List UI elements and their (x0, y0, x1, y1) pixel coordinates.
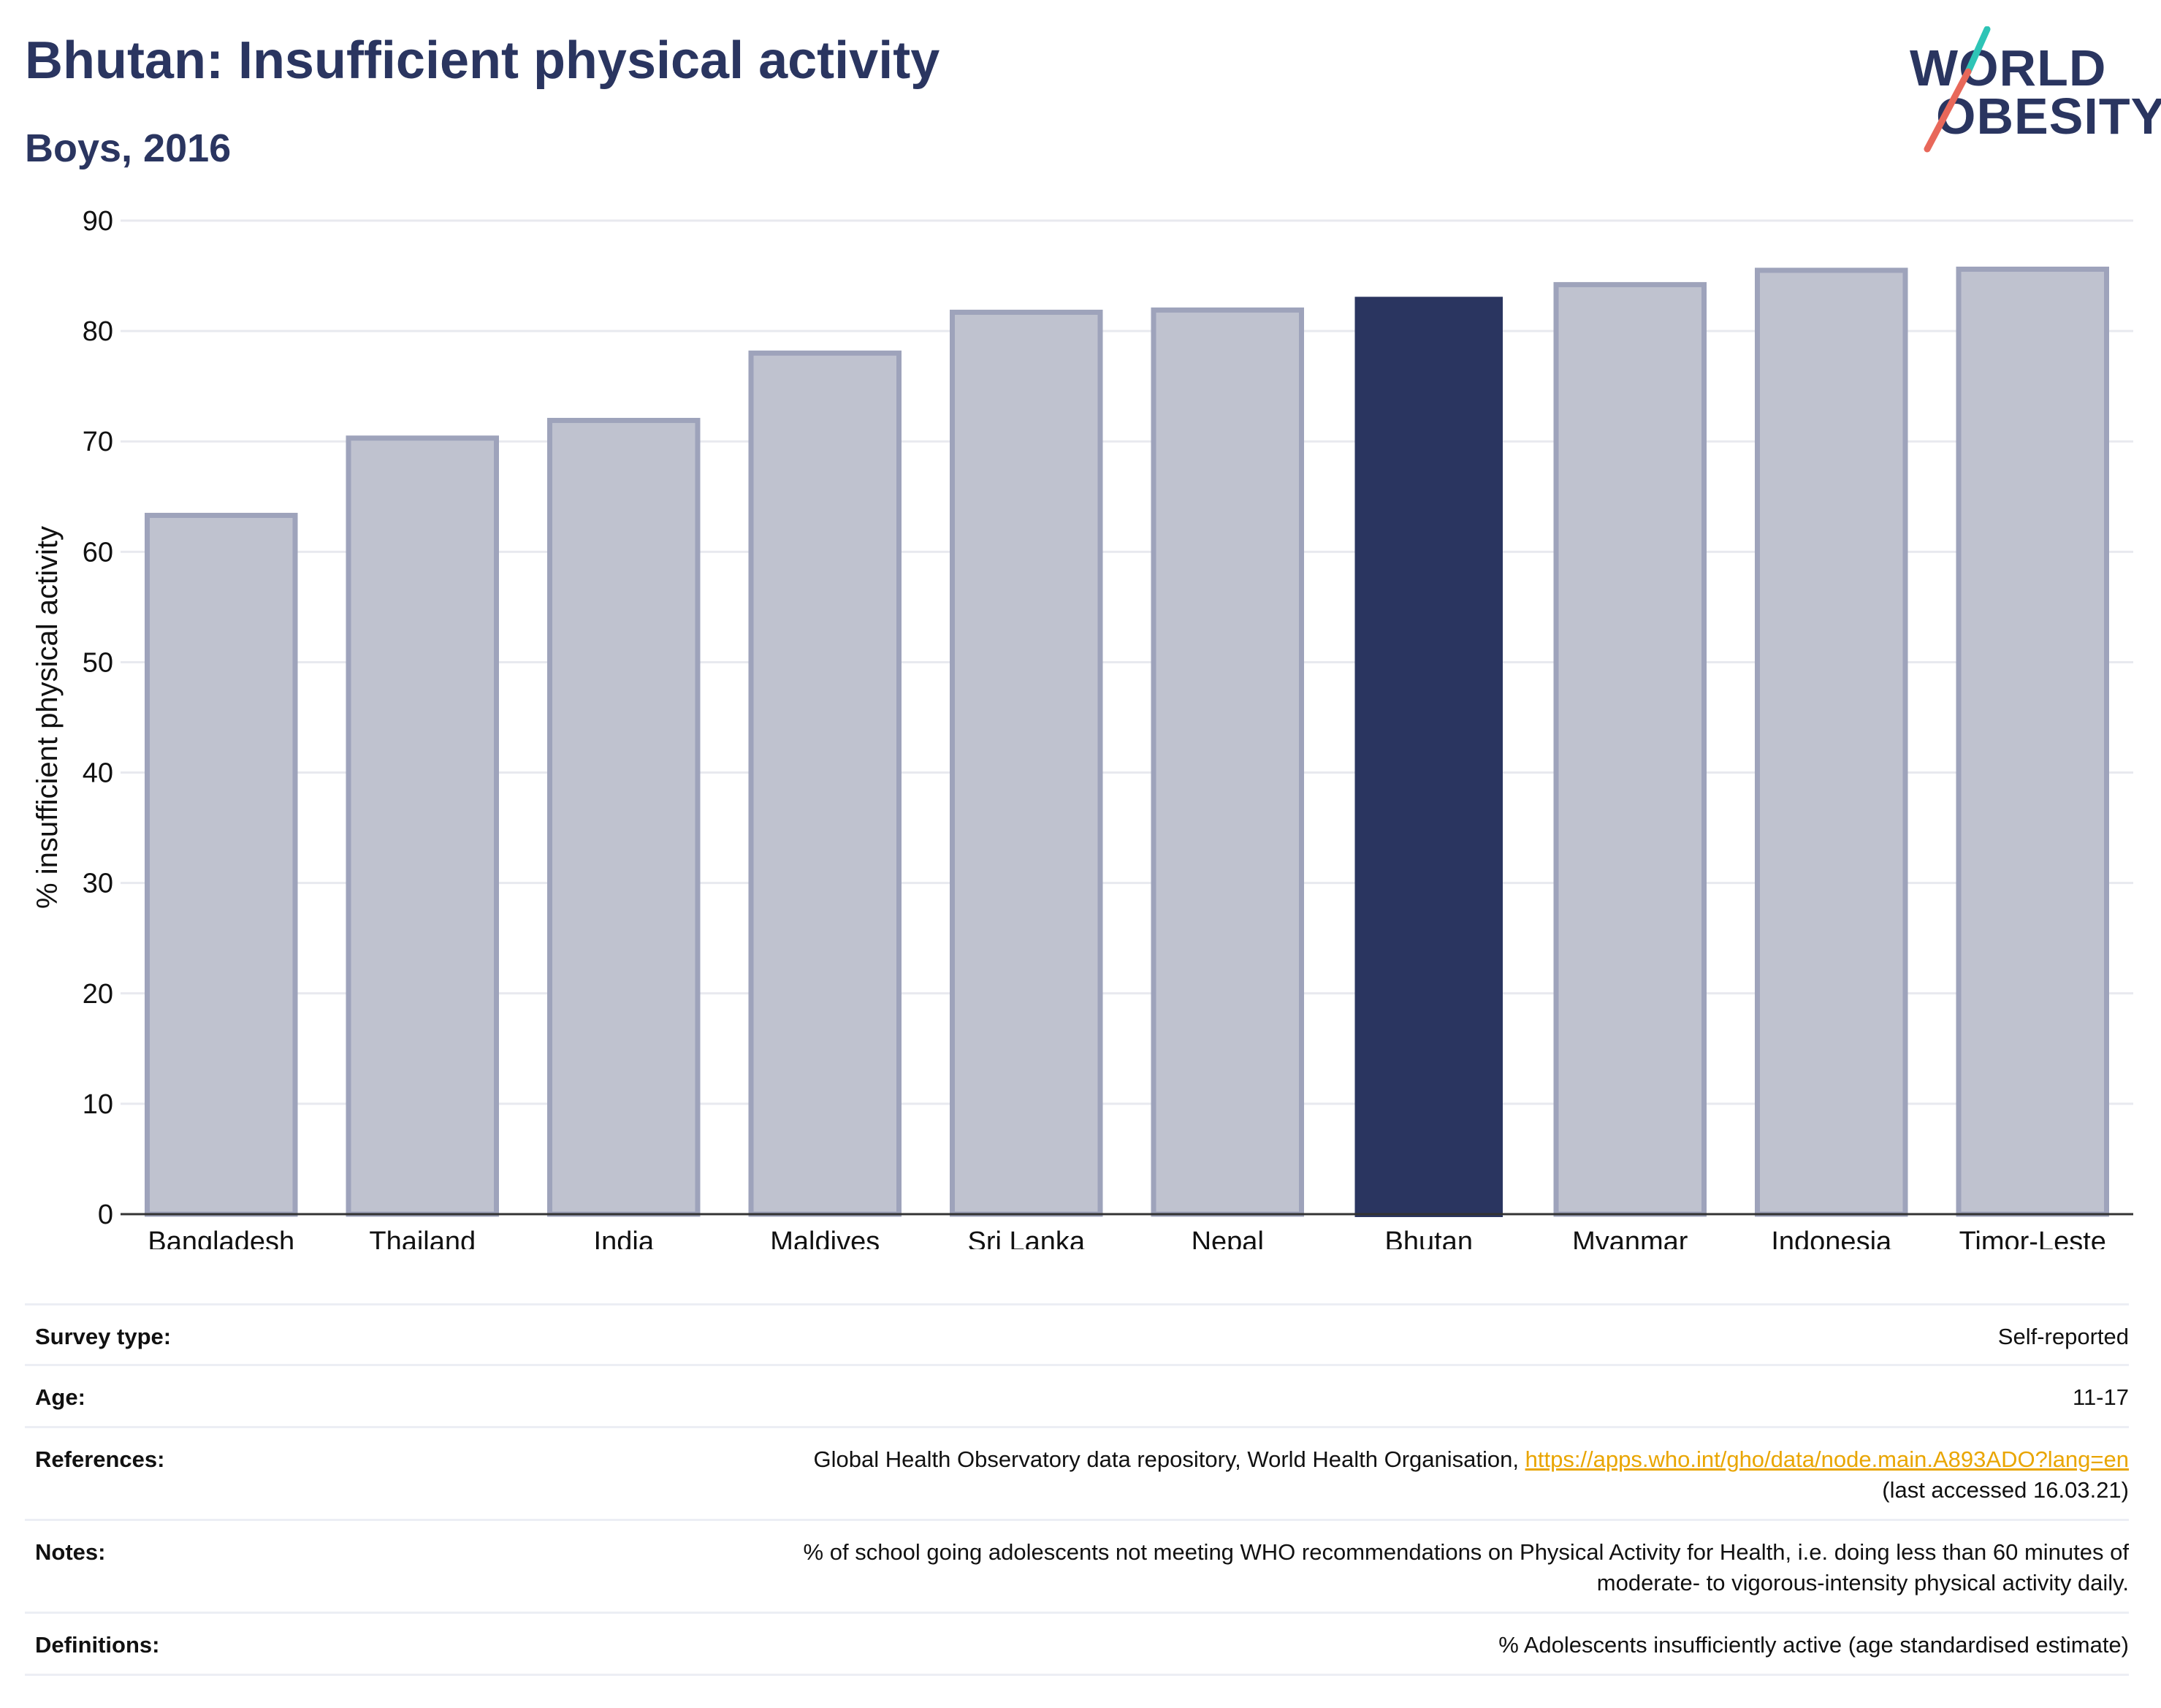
info-row-survey-type: Survey type: Self-reported (25, 1303, 2129, 1365)
y-tick-label-0: 0 (98, 1200, 113, 1230)
x-tick-label-sri-lanka: Sri Lanka (967, 1227, 1085, 1249)
page-title: Bhutan: Insufficient physical activity (25, 31, 940, 90)
logo-slash-icon (1924, 26, 1991, 153)
info-row-notes: Notes: % of school going adolescents not… (25, 1519, 2129, 1613)
x-tick-label-maldives: Maldives (770, 1227, 880, 1249)
bar-bangladesh (145, 512, 298, 1217)
x-tick-label-bangladesh: Bangladesh (148, 1227, 294, 1249)
y-tick-label-60: 60 (83, 537, 113, 568)
survey-type-value: Self-reported (473, 1303, 2129, 1365)
info-row-references: References: Global Health Observatory da… (25, 1426, 2129, 1520)
page-subtitle: Boys, 2016 (25, 126, 232, 170)
bar-thailand (346, 435, 499, 1217)
definitions-value: % Adolescents insufficiently active (age… (473, 1612, 2129, 1676)
info-row-age: Age: 11-17 (25, 1364, 2129, 1427)
notes-label: Notes: (25, 1519, 473, 1613)
x-tick-label-myanmar: Myanmar (1572, 1227, 1688, 1249)
bar-nepal (1151, 307, 1304, 1217)
logo-word-obesity: OBESITY (1936, 88, 2161, 145)
y-tick-label-90: 90 (83, 206, 113, 237)
references-label: References: (25, 1426, 473, 1520)
bar-maldives (748, 350, 902, 1217)
y-tick-label-30: 30 (83, 869, 113, 899)
bar-sri-lanka (950, 309, 1103, 1217)
bar-myanmar (1553, 282, 1707, 1217)
y-tick-label-80: 80 (83, 316, 113, 347)
age-value: 11-17 (473, 1364, 2129, 1427)
bar-bhutan (1354, 297, 1503, 1218)
notes-line-2: moderate- to vigorous-intensity physical… (1596, 1570, 2129, 1595)
x-tick-label-nepal: Nepal (1192, 1227, 1264, 1249)
y-tick-label-20: 20 (83, 979, 113, 1010)
info-table: Survey type: Self-reported Age: 11-17 Re… (25, 1303, 2129, 1676)
references-value: Global Health Observatory data repositor… (473, 1426, 2129, 1520)
x-tick-label-thailand: Thailand (369, 1227, 476, 1249)
definitions-label: Definitions: (25, 1612, 473, 1676)
references-text: Global Health Observatory data repositor… (813, 1446, 1525, 1472)
y-axis-label: % insufficient physical activity (31, 526, 64, 909)
y-tick-label-50: 50 (83, 647, 113, 678)
bar-chart: 0 10 20 30 40 50 60 70 80 90 % insufficient physic… (31, 206, 2133, 1249)
x-tick-label-timor-leste: Timor-Leste (1959, 1227, 2106, 1249)
bar-indonesia (1755, 267, 1908, 1217)
y-tick-label-70: 70 (83, 427, 113, 457)
notes-line-1: % of school going adolescents not meetin… (803, 1539, 2129, 1565)
y-tick-label-40: 40 (83, 758, 113, 789)
x-tick-label-bhutan: Bhutan (1385, 1227, 1473, 1249)
x-tick-label-indonesia: Indonesia (1771, 1227, 1892, 1249)
bar-india (547, 418, 701, 1217)
bar-timor-leste (1956, 266, 2109, 1217)
logo-word-world: WORLD (1910, 39, 2107, 96)
y-tick-label-10: 10 (83, 1089, 113, 1120)
notes-value: % of school going adolescents not meetin… (473, 1519, 2129, 1613)
references-link[interactable]: https://apps.who.int/gho/data/node.main.… (1525, 1446, 2129, 1472)
references-accessed: (last accessed 16.03.21) (1882, 1477, 2129, 1503)
age-label: Age: (25, 1364, 473, 1427)
survey-type-label: Survey type: (25, 1303, 473, 1365)
world-obesity-logo: WORLD OBESITY (1907, 26, 2161, 158)
x-tick-label-india: India (594, 1227, 655, 1249)
info-row-definitions: Definitions: % Adolescents insufficientl… (25, 1612, 2129, 1676)
